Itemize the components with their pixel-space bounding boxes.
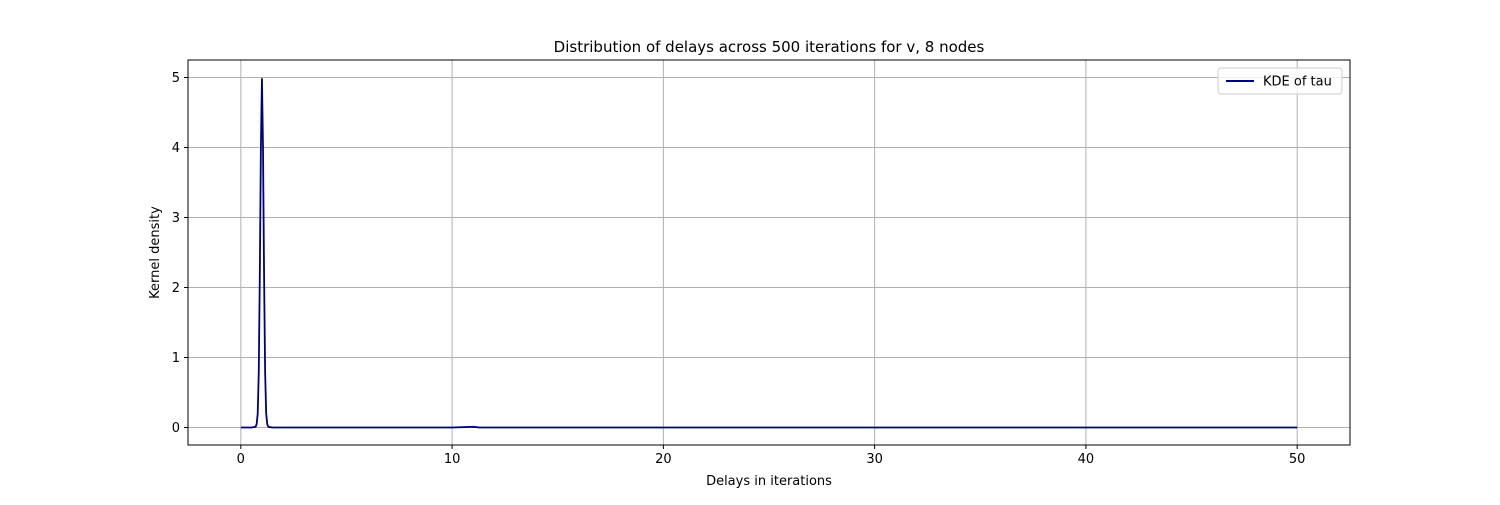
plot-frame <box>187 59 1351 446</box>
x-axis-title: Delays in iterations <box>706 474 832 489</box>
series-layer <box>240 78 1298 429</box>
x-tick-label: 30 <box>866 452 883 467</box>
y-tick-label: 5 <box>172 71 180 86</box>
x-tick-label: 50 <box>1289 452 1306 467</box>
y-axis-title: Kernel density <box>148 206 163 299</box>
legend-box <box>1217 67 1343 95</box>
grid-layer <box>188 60 1350 445</box>
legend: KDE of tau <box>1217 67 1343 95</box>
x-tick-label: 0 <box>237 452 245 467</box>
y-tick-label: 0 <box>172 421 180 436</box>
x-tick-label: 20 <box>655 452 672 467</box>
y-tick-label: 3 <box>172 211 180 226</box>
tick-layer: 0 10 20 30 40 50 0 1 2 3 4 5 <box>172 71 1306 467</box>
y-tick-label: 4 <box>172 141 180 156</box>
legend-label: KDE of tau <box>1263 75 1332 90</box>
series-line-kde-of-tau <box>240 78 1298 429</box>
y-tick-label: 1 <box>172 351 180 366</box>
x-tick-label: 10 <box>444 452 461 467</box>
x-tick-label: 40 <box>1078 452 1095 467</box>
chart-title: Distribution of delays across 500 iterat… <box>554 38 985 56</box>
y-tick-label: 2 <box>172 281 180 296</box>
